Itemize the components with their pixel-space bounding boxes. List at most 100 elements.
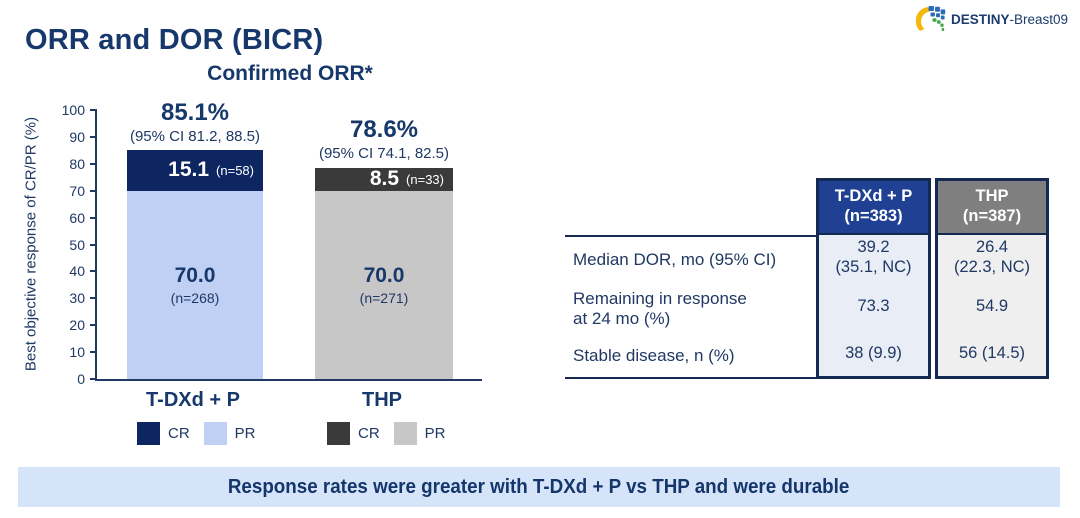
orr-ci: (95% CI 74.1, 82.5) <box>318 145 450 163</box>
table-row-label-median-dor: Median DOR, mo (95% CI) <box>565 235 816 283</box>
logo-text-bold: DESTINY <box>950 11 1010 27</box>
orr-total-pct: 85.1% <box>160 99 230 127</box>
cr-n-count: (n=58) <box>216 162 254 178</box>
logo-text-rest: -Breast09 <box>1009 11 1068 27</box>
logo-text: DESTINY-Breast09 <box>951 12 1068 27</box>
row-label-line: Median DOR, mo (95% CI) <box>573 249 777 269</box>
y-tick-mark <box>90 109 97 111</box>
bar-thp: 8.5 (n=33) 70.0 (n=271) <box>315 167 453 379</box>
pr-segment-tdxd-p: 70.0 (n=268) <box>127 190 263 379</box>
cr-n-count: (n=33) <box>406 171 444 187</box>
summary-banner: Response rates were greater with T-DXd +… <box>18 467 1060 507</box>
table-column-tdxd-p: T-DXd + P (n=383) 39.2 (35.1, NC) 73.3 3… <box>816 178 931 379</box>
cell-median-dor-thp: 26.4 (22.3, NC) <box>938 235 1046 281</box>
header-line: THP <box>975 187 1009 206</box>
pr-n-count: (n=271) <box>359 289 409 306</box>
row-label-line: Remaining in response <box>573 288 747 308</box>
cell-line: (35.1, NC) <box>835 258 912 276</box>
legend-label-pr: PR <box>424 425 446 442</box>
chart-title: Confirmed ORR* <box>207 62 373 85</box>
table-row-label-stable-disease: Stable disease, n (%) <box>565 335 816 379</box>
cr-value: 15.1 <box>168 158 210 182</box>
cell-line: 26.4 <box>975 238 1009 257</box>
legend-swatch-cr-navy <box>137 422 160 445</box>
cell-median-dor-tdxd: 39.2 (35.1, NC) <box>819 235 928 281</box>
y-tick-label: 40 <box>69 263 85 280</box>
bar-tdxd-p: 15.1 (n=58) 70.0 (n=268) <box>127 150 263 379</box>
pr-segment-thp: 70.0 (n=271) <box>315 190 453 379</box>
y-tick: 100 <box>47 102 97 118</box>
y-tick-label: 10 <box>69 344 85 361</box>
cell-line: 73.3 <box>857 296 890 315</box>
y-tick: 0 <box>47 371 97 387</box>
cell-line: 54.9 <box>975 296 1009 315</box>
header-line: (n=383) <box>844 207 903 225</box>
table-row-label-remaining: Remaining in response at 24 mo (%) <box>565 283 816 335</box>
table-column-thp: THP (n=387) 26.4 (22.3, NC) 54.9 56 (14.… <box>935 178 1049 379</box>
table-header-thp: THP (n=387) <box>938 181 1046 235</box>
legend-label-cr: CR <box>168 425 190 442</box>
cr-segment-thp: 8.5 (n=33) <box>315 167 453 191</box>
plot-area: 100 90 80 70 60 50 40 30 20 10 0 15.1 (n… <box>62 99 482 387</box>
legend-label-pr: PR <box>234 425 256 442</box>
row-label-line: at 24 mo (%) <box>573 309 671 328</box>
orr-total-pct: 78.6% <box>349 116 419 144</box>
y-tick-label: 30 <box>69 290 85 307</box>
header-line: T-DXd + P <box>834 187 913 206</box>
cr-segment-tdxd-p: 15.1 (n=58) <box>127 150 263 191</box>
y-tick-mark <box>90 135 97 138</box>
y-tick-mark <box>90 378 97 380</box>
y-tick-mark <box>90 297 97 300</box>
legend-swatch-pr-lightgray <box>393 422 417 445</box>
y-tick: 90 <box>47 129 97 145</box>
x-axis-label-thp: THP <box>362 389 402 411</box>
y-axis-label: Best objective response of CR/PR (%) <box>22 116 40 372</box>
y-tick-label: 0 <box>77 371 85 387</box>
y-tick-label: 50 <box>69 236 85 253</box>
y-tick-label: 80 <box>69 155 85 172</box>
orr-ci: (95% CI 81.2, 88.5) <box>129 128 261 146</box>
summary-banner-text: Response rates were greater with T-DXd +… <box>228 475 850 498</box>
y-tick-label: 100 <box>61 102 85 118</box>
y-tick-mark <box>90 243 97 246</box>
y-tick: 20 <box>47 317 97 333</box>
cr-value: 8.5 <box>369 167 400 191</box>
orr-annotation-tdxd-p: 85.1% (95% CI 81.2, 88.5) <box>115 99 275 146</box>
legend-swatch-cr-darkgray <box>327 422 350 445</box>
y-tick-mark <box>90 351 97 354</box>
cell-line: (22.3, NC) <box>953 258 1031 276</box>
pr-value: 70.0 <box>363 263 405 287</box>
y-tick-mark <box>90 216 97 219</box>
table-header-tdxd-p: T-DXd + P (n=383) <box>819 181 928 235</box>
cell-remaining-thp: 54.9 <box>938 281 1046 332</box>
pr-value: 70.0 <box>174 263 216 287</box>
y-tick: 60 <box>47 210 97 226</box>
cell-stable-disease-thp: 56 (14.5) <box>938 332 1046 376</box>
y-tick: 30 <box>47 290 97 306</box>
y-tick: 10 <box>47 344 97 360</box>
page-title: ORR and DOR (BICR) <box>25 24 324 56</box>
cell-line: 38 (9.9) <box>845 344 902 363</box>
cell-stable-disease-tdxd: 38 (9.9) <box>819 332 928 376</box>
legend-thp: CR PR <box>327 422 446 445</box>
header-line: (n=387) <box>962 207 1022 225</box>
y-tick: 70 <box>47 183 97 199</box>
y-tick: 80 <box>47 156 97 172</box>
y-tick-mark <box>90 270 97 273</box>
y-tick-label: 60 <box>69 209 85 226</box>
y-tick: 40 <box>47 263 97 279</box>
row-label-line: Stable disease, n (%) <box>573 345 735 365</box>
y-tick-label: 70 <box>69 182 85 199</box>
cell-remaining-tdxd: 73.3 <box>819 281 928 332</box>
destiny-logo-icon <box>915 6 946 31</box>
y-tick-mark <box>90 162 97 165</box>
y-tick-mark <box>90 189 97 192</box>
legend-swatch-pr-lightblue <box>203 422 227 445</box>
y-tick-label: 90 <box>69 128 85 145</box>
legend-label-cr: CR <box>358 425 380 442</box>
dor-table: Median DOR, mo (95% CI) Remaining in res… <box>565 178 1049 379</box>
cell-line: 56 (14.5) <box>958 344 1026 363</box>
y-tick: 50 <box>47 237 97 253</box>
pr-n-count: (n=268) <box>170 289 220 306</box>
